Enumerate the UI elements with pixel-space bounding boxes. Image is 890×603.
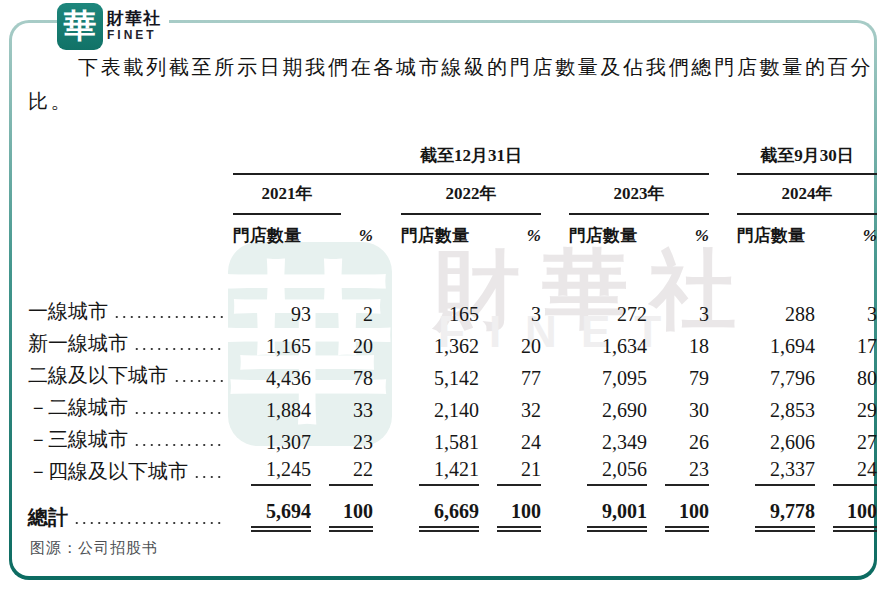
table-row: －三線城市 1,307 23 1,581 24 2,349 26 2,606 2… (28, 422, 877, 454)
stores-col-header: 門店數量 (569, 215, 647, 248)
page: 華 財華社 FINET 華 財華社 FINET 下表載列截至所示日期我們在各城市… (0, 0, 890, 603)
table-row: －四線及以下城市 1,245 22 1,421 21 2,056 23 2,33… (28, 454, 877, 486)
table-row: 二線及以下城市 4,436 78 5,142 77 7,095 79 7,796… (28, 358, 877, 390)
pct-col-header: % (647, 215, 709, 248)
row-label: －二線城市 (28, 392, 128, 422)
pct-col-header: % (479, 215, 541, 248)
year-2023: 2023年 (569, 182, 709, 215)
total-row: 總計 5,694 100 6,669 100 9,001 100 9,778 1… (28, 486, 877, 532)
stores-col-header: 門店數量 (401, 215, 479, 248)
pct-col-header: % (311, 215, 373, 248)
dot-leader (113, 315, 223, 319)
year-header-row: 2021年 2022年 2023年 2024年 (28, 174, 877, 215)
row-label: －三線城市 (28, 424, 128, 454)
year-2022: 2022年 (401, 182, 541, 215)
column-header-row: 門店數量 % 門店數量 % 門店數量 % 門店數量 % (28, 215, 877, 248)
dot-leader (133, 347, 223, 351)
brand-name-cn: 財華社 (107, 9, 161, 28)
total-label: 總計 (28, 502, 68, 532)
store-count-table: 截至12月31日 截至9月30日 2021年 2022年 2023年 2024年… (28, 140, 877, 532)
brand-name: 財華社 FINET (103, 7, 169, 44)
dot-leader (133, 443, 223, 447)
year-2021: 2021年 (233, 182, 341, 215)
table-row: 一線城市 93 2 165 3 272 3 288 3 (28, 294, 877, 326)
intro-paragraph: 下表載列截至所示日期我們在各城市線級的門店數量及佔我們總門店數量的百分比。 (28, 50, 873, 118)
year-2024: 2024年 (737, 182, 877, 215)
stores-col-header: 門店數量 (233, 215, 311, 248)
row-label: 新一線城市 (28, 328, 128, 358)
row-label: 二線及以下城市 (28, 360, 168, 390)
finet-logo-icon: 華 (57, 3, 103, 50)
dot-leader (73, 521, 223, 525)
dot-leader (193, 475, 223, 479)
row-label: 一線城市 (28, 296, 108, 326)
pct-col-header: % (815, 215, 877, 248)
col-group-dec31: 截至12月31日 (233, 140, 709, 174)
brand-name-en: FINET (107, 28, 161, 42)
table-row: －二線城市 1,884 33 2,140 32 2,690 30 2,853 2… (28, 390, 877, 422)
source-caption: 图源：公司招股书 (30, 539, 158, 558)
stores-col-header: 門店數量 (737, 215, 815, 248)
dot-leader (133, 411, 223, 415)
table-row: 新一線城市 1,165 20 1,362 20 1,634 18 1,694 1… (28, 326, 877, 358)
row-label: －四線及以下城市 (28, 456, 188, 486)
col-group-sep30: 截至9月30日 (737, 140, 877, 174)
dot-leader (173, 379, 223, 383)
group-header-row: 截至12月31日 截至9月30日 (28, 140, 877, 174)
